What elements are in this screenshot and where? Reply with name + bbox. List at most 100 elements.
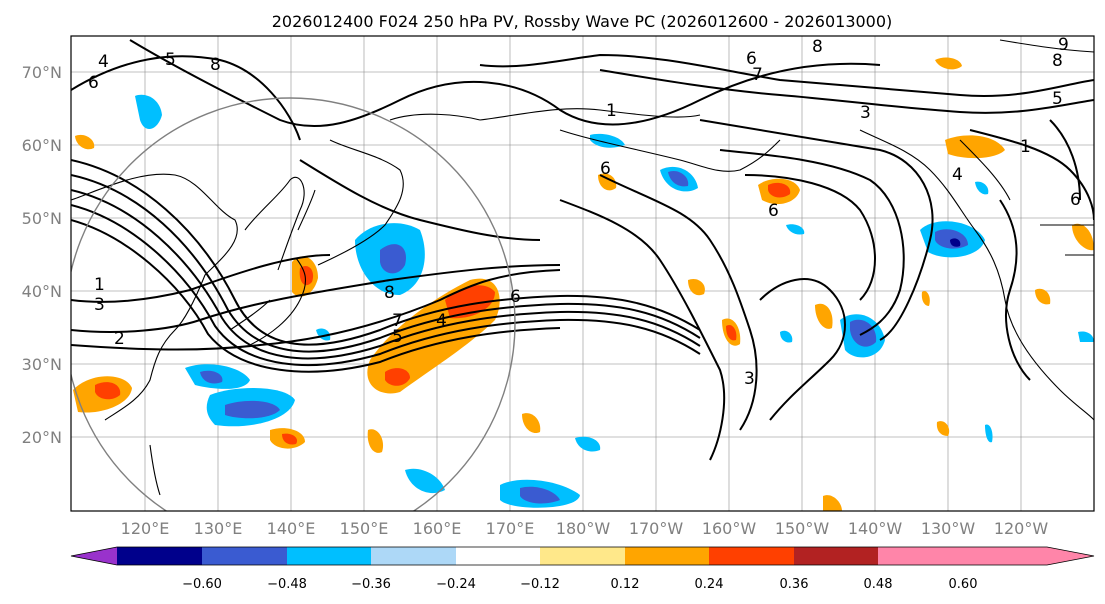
positive-anomaly-core <box>726 324 737 341</box>
contour-label: 6 <box>768 201 779 221</box>
colorbar-tick: −0.48 <box>267 577 307 592</box>
negative-anomaly <box>590 133 625 148</box>
negative-anomaly-core <box>200 370 223 384</box>
contour-label: 7 <box>752 65 763 85</box>
longitude-labels: 120°E 130°E 140°E 150°E 160°E 170°E 180°… <box>121 519 1049 538</box>
colorbar-extend-high <box>963 547 1094 565</box>
colorbar-tick: −0.60 <box>182 577 222 592</box>
positive-anomaly-core <box>768 182 791 198</box>
contour-label: 4 <box>436 311 447 331</box>
positive-anomaly <box>522 413 541 434</box>
contour-label: 1 <box>94 275 105 295</box>
contour-label: 3 <box>744 369 755 389</box>
contour-label: 6 <box>1070 190 1081 210</box>
contour-label: 2 <box>114 329 125 349</box>
lon-label: 130°W <box>921 519 976 538</box>
colorbar-segment <box>878 547 963 565</box>
positive-anomaly <box>367 429 384 453</box>
lon-label: 140°E <box>267 519 316 538</box>
lon-label: 150°W <box>775 519 830 538</box>
colorbar-segment <box>371 547 456 565</box>
contour-label: 1 <box>1020 137 1031 157</box>
contour-label: 8 <box>384 283 395 303</box>
contour-label: 5 <box>1052 89 1063 109</box>
negative-anomaly-peak <box>950 238 961 247</box>
positive-anomaly <box>688 278 705 296</box>
colorbar-outline <box>70 546 1095 566</box>
positive-anomaly-core <box>95 382 121 400</box>
lon-label: 180°W <box>556 519 611 538</box>
contour-label: 7 <box>392 311 403 331</box>
colorbar-tick: 0.12 <box>611 577 640 592</box>
negative-anomaly <box>975 181 989 195</box>
colorbar-tick: 0.24 <box>695 577 724 592</box>
negative-anomaly <box>985 424 993 443</box>
positive-anomaly-core <box>385 368 410 386</box>
contour-label: 4 <box>952 165 963 185</box>
lon-label: 150°E <box>340 519 389 538</box>
contour-labels: 4 5 6 8 6 7 9 8 5 3 8 6 1 6 6 1 6 4 1 3 … <box>88 35 1081 389</box>
negative-anomaly <box>405 468 445 494</box>
positive-anomaly <box>935 57 962 70</box>
positive-anomaly <box>454 329 468 345</box>
colorbar-segment <box>202 547 287 565</box>
colorbar-tick: −0.12 <box>520 577 560 592</box>
pv-contours <box>71 39 1094 461</box>
coastlines <box>71 39 1094 496</box>
lon-label: 120°W <box>994 519 1049 538</box>
negative-anomaly <box>1078 331 1094 342</box>
colorbar-segment <box>287 547 371 565</box>
lon-label: 170°E <box>486 519 535 538</box>
positive-anomaly <box>823 495 842 511</box>
positive-anomaly <box>1035 288 1051 305</box>
lon-label: 140°W <box>848 519 903 538</box>
map-frame <box>70 35 1095 512</box>
lon-label: 160°E <box>413 519 462 538</box>
lat-label: 60°N <box>22 136 62 155</box>
lat-label: 30°N <box>22 355 62 374</box>
positive-anomaly <box>815 303 833 329</box>
colorbar-segment <box>456 547 540 565</box>
positive-anomaly <box>75 134 95 150</box>
lon-label: 170°W <box>629 519 684 538</box>
negative-anomaly <box>316 328 331 341</box>
contour-label: 6 <box>600 159 611 179</box>
contour-label: 3 <box>94 295 105 315</box>
colorbar-segment <box>709 547 794 565</box>
colorbar-segment <box>625 547 709 565</box>
contour-label: 5 <box>392 327 403 347</box>
positive-anomaly <box>1072 223 1094 251</box>
lon-label: 130°E <box>194 519 243 538</box>
colorbar-tick: 0.60 <box>949 577 978 592</box>
lat-label: 20°N <box>22 428 62 447</box>
colorbar-tick: −0.24 <box>436 577 476 592</box>
lat-label: 40°N <box>22 282 62 301</box>
contour-label: 6 <box>510 287 521 307</box>
map-title: 2026012400 F024 250 hPa PV, Rossby Wave … <box>272 12 893 31</box>
colorbar-extend-low <box>71 547 117 565</box>
lon-label: 120°E <box>121 519 170 538</box>
contour-label: 1 <box>606 101 617 121</box>
contour-label: 8 <box>812 37 823 57</box>
contour-label: 6 <box>88 73 99 93</box>
positive-anomaly <box>945 135 1005 159</box>
colorbar-tick: 0.36 <box>780 577 809 592</box>
colorbar-segment <box>117 547 202 565</box>
contour-label: 4 <box>98 52 109 72</box>
contour-label: 5 <box>165 50 176 70</box>
lat-label: 70°N <box>22 63 62 82</box>
colorbar-tick: −0.36 <box>351 577 391 592</box>
lat-label: 50°N <box>22 209 62 228</box>
region-circle <box>71 97 516 511</box>
colorbar-segment <box>540 547 625 565</box>
latitude-labels: 70°N 60°N 50°N 40°N 30°N 20°N <box>22 63 62 447</box>
negative-anomaly <box>780 330 793 343</box>
positive-anomaly <box>598 173 617 191</box>
colorbar-tick: 0.48 <box>864 577 893 592</box>
negative-anomaly-core <box>668 170 689 187</box>
contour-label: 8 <box>1052 51 1063 71</box>
negative-anomaly <box>135 94 162 130</box>
negative-anomaly <box>786 224 805 235</box>
negative-anomaly <box>575 436 601 452</box>
